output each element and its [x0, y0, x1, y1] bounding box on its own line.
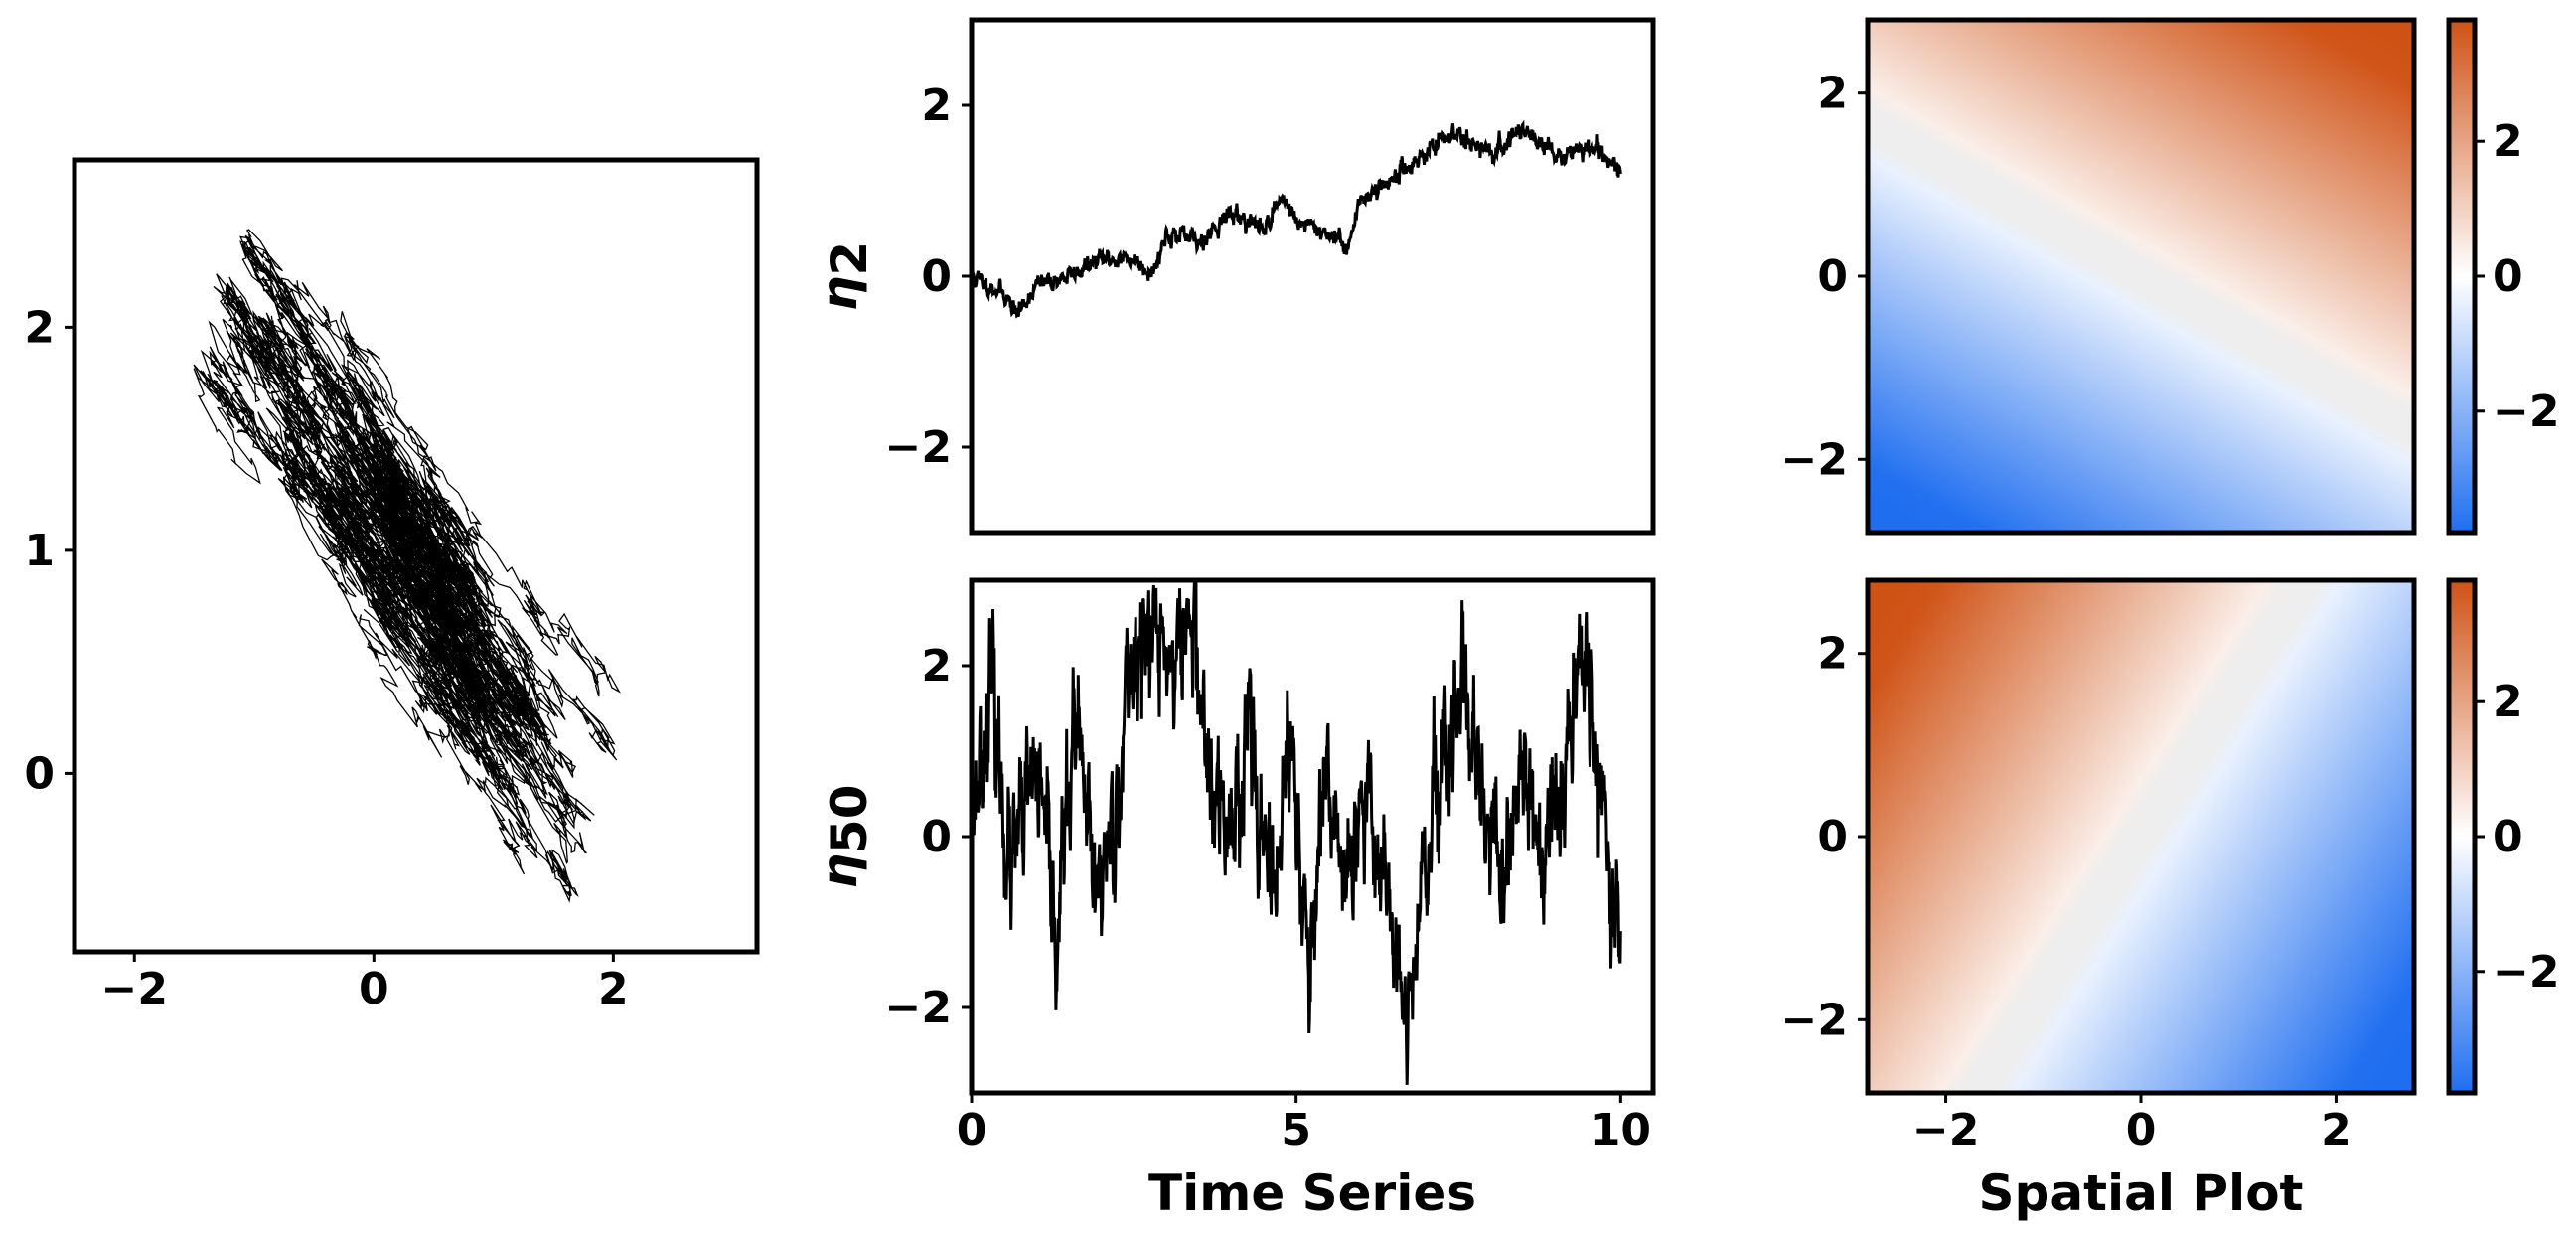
eta50-series-line — [972, 580, 1622, 1085]
heatmap-top-panel: −2 0 2 2 0 −2 — [1781, 17, 2559, 536]
heatmap-bottom-xtick-label: −2 — [1912, 1105, 1979, 1156]
phase-frame — [72, 157, 760, 955]
eta50-ylabel: η50 — [811, 784, 878, 888]
heatmap-bottom-ytick-label: −2 — [1781, 995, 1848, 1045]
spatial-plot-xlabel: Spatial Plot — [1979, 1164, 2304, 1222]
phase-xtick-label: 0 — [359, 964, 389, 1014]
heatmap-top-colorbar-tick-label: −2 — [2493, 386, 2559, 437]
eta50-panel: −2 0 2 0 5 10 η50 Time Series — [811, 577, 1656, 1222]
heatmap-bottom-colorbar-tick-label: −2 — [2493, 947, 2559, 998]
eta2-ytick-label: 2 — [921, 80, 952, 131]
phase-ytick-label: 2 — [24, 302, 55, 353]
phase-portrait-panel: −2 0 2 0 1 2 — [24, 157, 760, 1014]
colorbar-bottom — [2449, 580, 2475, 1093]
heatmap-top-colorbar-tick-label: 0 — [2493, 251, 2523, 302]
phase-xtick-label: −2 — [101, 964, 168, 1014]
eta2-panel: −2 0 2 η2 — [811, 17, 1656, 536]
heatmap-bottom-xtick-label: 2 — [2321, 1105, 2351, 1156]
time-series-xlabel: Time Series — [1148, 1164, 1476, 1222]
heatmap-bottom-ytick-label: 0 — [1817, 812, 1848, 862]
heatmap-bottom-ytick-label: 2 — [1817, 629, 1848, 680]
eta50-xtick-label: 5 — [1281, 1105, 1311, 1156]
eta50-xtick-label: 0 — [957, 1105, 987, 1156]
phase-xtick-label: 2 — [598, 964, 629, 1014]
eta2-ytick-label: −2 — [885, 422, 952, 473]
phase-trajectory — [193, 229, 622, 903]
eta50-ytick-label: −2 — [885, 983, 952, 1033]
heatmap-top-image — [1868, 20, 2414, 533]
eta50-ytick-label: 0 — [921, 812, 952, 862]
heatmap-bottom-image — [1868, 580, 2414, 1093]
heatmap-top-ytick-label: −2 — [1781, 434, 1848, 485]
heatmap-top-ytick-label: 0 — [1817, 251, 1848, 302]
heatmap-bottom-panel: −2 0 2 −2 0 2 2 0 −2 Spatial Plot — [1781, 577, 2559, 1222]
heatmap-bottom-colorbar-tick-label: 2 — [2493, 677, 2523, 727]
colorbar-top — [2449, 20, 2475, 533]
eta2-ylabel: η2 — [811, 241, 878, 311]
eta50-xtick-label: 10 — [1591, 1105, 1651, 1156]
eta50-ytick-label: 2 — [921, 641, 952, 692]
eta2-ytick-label: 0 — [921, 251, 952, 302]
heatmap-bottom-colorbar-tick-label: 0 — [2493, 812, 2523, 862]
eta2-series-line — [972, 119, 1622, 319]
heatmap-bottom-xtick-label: 0 — [2126, 1105, 2157, 1156]
phase-ytick-label: 1 — [24, 526, 55, 576]
phase-ytick-label: 0 — [24, 748, 55, 799]
heatmap-top-colorbar-tick-label: 2 — [2493, 116, 2523, 167]
heatmap-top-ytick-label: 2 — [1817, 69, 1848, 119]
